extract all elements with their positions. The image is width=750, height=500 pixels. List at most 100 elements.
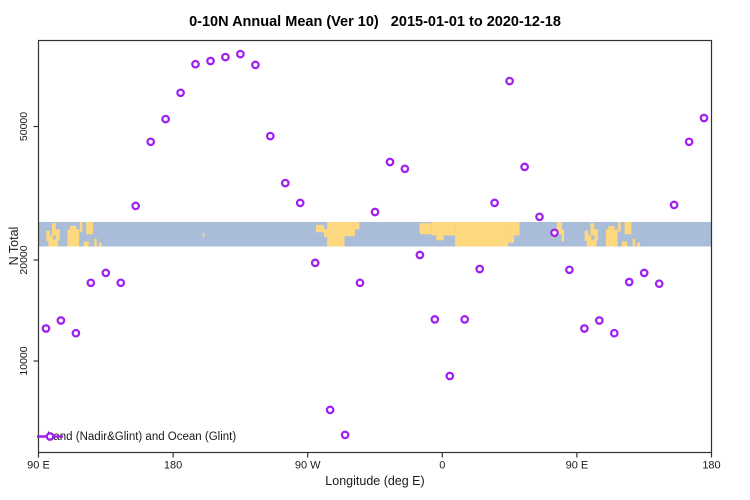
land-shape <box>202 233 205 238</box>
chart-title: 0-10N Annual Mean (Ver 10) 2015-01-01 to… <box>189 14 561 30</box>
data-point <box>370 207 380 217</box>
y-tick-label: 50000 <box>18 112 30 141</box>
land-shape <box>605 229 618 247</box>
land-shape <box>622 241 628 247</box>
land-shape <box>46 230 50 242</box>
land-shape <box>436 235 444 241</box>
x-axis-label: Longitude (deg E) <box>325 474 425 488</box>
land-shape <box>586 235 592 247</box>
land-shape <box>83 241 89 247</box>
land-shape <box>86 222 93 235</box>
land-shape <box>98 242 102 247</box>
land-shape <box>556 222 562 235</box>
data-point <box>624 277 634 287</box>
land-shape <box>589 239 597 247</box>
land-shape <box>354 222 360 230</box>
data-point <box>639 268 649 278</box>
land-shape <box>419 223 432 235</box>
land-shape <box>51 223 56 236</box>
data-point <box>654 279 664 289</box>
land-shape <box>344 222 355 237</box>
land-shape <box>508 235 515 243</box>
data-point <box>41 324 51 333</box>
data-point <box>71 328 81 338</box>
land-shape <box>67 229 80 247</box>
data-point <box>550 228 559 238</box>
data-point <box>580 324 589 333</box>
land-shape <box>69 225 77 231</box>
data-point <box>415 250 425 260</box>
x-tick-label: 90 E <box>27 460 50 472</box>
data-point <box>101 268 111 278</box>
data-point <box>535 212 544 222</box>
y-axis-label: N Total <box>7 226 21 266</box>
land-shape <box>431 222 456 236</box>
data-point <box>340 430 350 440</box>
legend-marker-icon <box>37 432 63 441</box>
land-shape <box>561 229 565 242</box>
land-shape <box>584 230 589 242</box>
data-point <box>325 405 335 415</box>
land-shape <box>316 224 325 233</box>
data-point <box>221 52 230 62</box>
data-point <box>176 88 185 98</box>
x-tick-label: 90 W <box>295 460 321 472</box>
data-point <box>355 278 365 288</box>
data-point <box>385 157 395 167</box>
land-shape <box>632 238 636 247</box>
data-point <box>475 264 485 274</box>
data-point <box>594 316 604 325</box>
data-point <box>684 137 694 147</box>
land-shape <box>79 222 83 232</box>
data-point <box>161 114 170 124</box>
data-point <box>86 278 96 288</box>
land-shape <box>608 225 615 231</box>
data-point <box>669 200 679 210</box>
x-tick-label: 180 <box>164 460 182 472</box>
y-tick-label: 20000 <box>18 245 30 274</box>
data-point <box>430 315 440 324</box>
legend-label: Land (Nadir&Glint) and Ocean (Glint) <box>47 430 237 443</box>
data-point <box>265 131 275 141</box>
land-shape <box>323 228 328 238</box>
data-point <box>699 113 709 123</box>
land-shape <box>624 222 632 235</box>
land-shape <box>455 222 509 247</box>
y-tick-label: 10000 <box>18 346 30 375</box>
data-point <box>400 164 410 174</box>
data-point <box>609 328 619 338</box>
x-tick-label: 180 <box>702 460 720 472</box>
data-point <box>236 49 245 59</box>
land-shape <box>48 235 53 247</box>
land-shape <box>594 229 599 241</box>
land-shape <box>94 238 97 247</box>
data-point <box>131 201 141 211</box>
data-point <box>116 278 126 288</box>
land-shape <box>508 222 520 236</box>
data-point <box>251 60 260 70</box>
land-shape <box>55 229 60 241</box>
x-tick-label: 0 <box>439 460 445 472</box>
data-point <box>295 198 305 208</box>
land-shape <box>590 223 595 236</box>
data-point <box>460 315 470 324</box>
data-point <box>505 76 514 86</box>
ocean-band <box>38 222 712 247</box>
data-point <box>56 316 66 325</box>
data-point <box>520 162 529 172</box>
data-point <box>445 371 455 381</box>
land-shape <box>327 222 345 247</box>
land-shape <box>51 239 59 247</box>
data-point <box>191 59 200 69</box>
legend: Land (Nadir&Glint) and Ocean (Glint) <box>36 429 236 444</box>
data-point <box>206 56 215 66</box>
data-point <box>310 258 320 268</box>
data-point <box>146 137 156 147</box>
plot-border <box>37 39 713 454</box>
land-shape <box>618 222 621 232</box>
data-point <box>490 198 499 208</box>
land-shape <box>637 242 641 247</box>
data-point <box>280 178 290 188</box>
